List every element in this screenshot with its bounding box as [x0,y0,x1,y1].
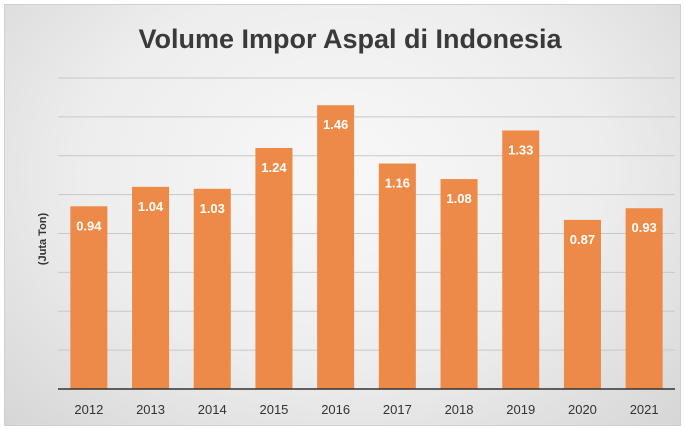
data-label-2021: 0.93 [631,220,656,235]
x-tick-2017: 2017 [383,402,412,417]
chart-title: Volume Impor Aspal di Indonesia [138,24,562,54]
bars [70,105,663,390]
x-tick-2012: 2012 [74,402,103,417]
bar-2018 [440,179,478,389]
bar-2017 [378,163,416,389]
x-tick-2013: 2013 [136,402,165,417]
x-tick-2016: 2016 [321,402,350,417]
data-label-2017: 1.16 [385,176,410,191]
x-tick-2018: 2018 [445,402,474,417]
data-label-2013: 1.04 [138,199,164,214]
data-label-2014: 1.03 [200,201,225,216]
y-axis-label: (Juta Ton) [37,212,49,265]
bar-2016 [317,105,355,390]
data-label-2012: 0.94 [76,218,102,233]
x-tick-2020: 2020 [568,402,597,417]
bar-2021 [625,208,663,389]
data-label-2018: 1.08 [446,191,471,206]
data-label-2016: 1.46 [323,117,348,132]
data-label-2020: 0.87 [570,232,595,247]
bar-2013 [132,186,170,389]
bar-2014 [193,188,231,389]
x-tick-2021: 2021 [630,402,659,417]
x-tick-2014: 2014 [198,402,227,417]
data-label-2019: 1.33 [508,142,533,157]
bar-2020 [563,219,601,389]
x-tick-2019: 2019 [506,402,535,417]
data-labels: 0.94 1.04 1.03 1.24 1.46 1.16 1.08 1.33 0.87 0.93 [76,117,657,247]
bar-2015 [255,147,293,389]
data-label-2015: 1.24 [261,160,287,175]
x-tick-2015: 2015 [259,402,288,417]
bar-2019 [502,130,540,389]
bar-2012 [70,206,108,389]
x-tick-labels: 2012 2013 2014 2015 2016 2017 2018 2019 2020 2021 [74,402,658,417]
